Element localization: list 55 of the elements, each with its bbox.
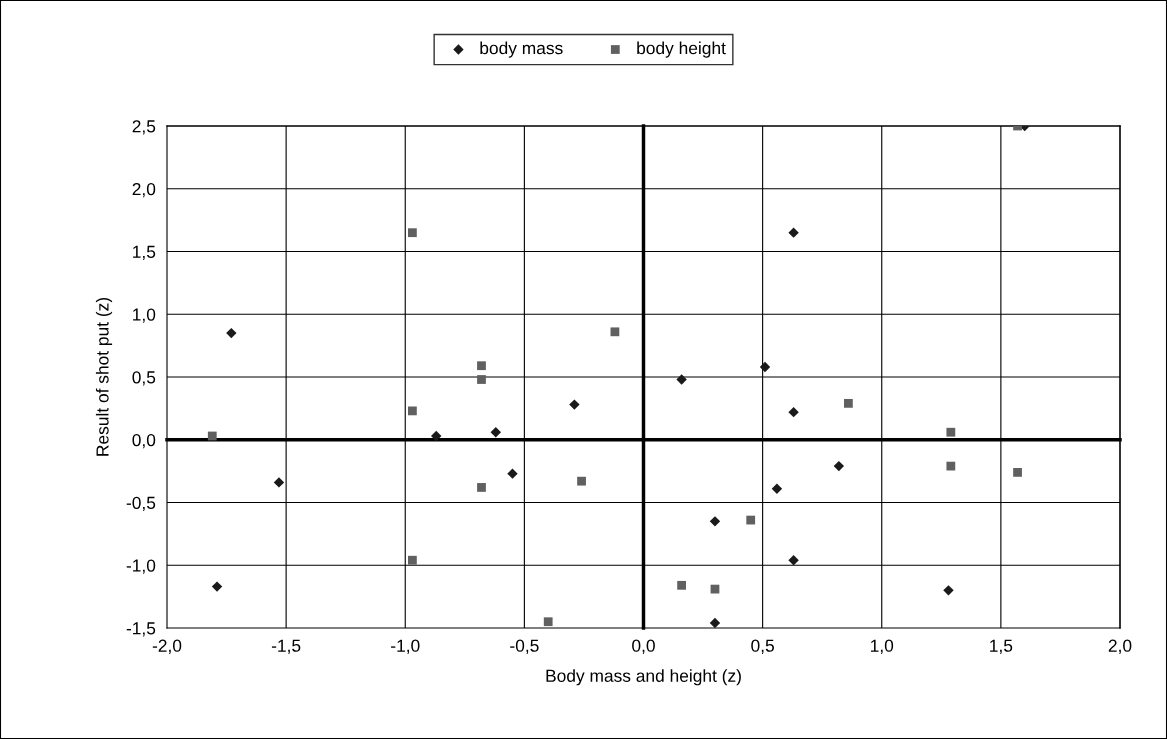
y-tick-label: 0,0 <box>132 433 156 449</box>
point <box>408 555 417 565</box>
point <box>788 406 799 418</box>
point <box>477 375 486 384</box>
point <box>408 228 417 238</box>
point <box>759 361 771 373</box>
y-tick-label: -1,5 <box>126 622 156 637</box>
y-tick-label: 2,5 <box>132 120 156 135</box>
point <box>788 227 799 238</box>
point <box>709 617 721 628</box>
y-tick-label: 2,0 <box>132 182 156 198</box>
point <box>833 460 845 472</box>
point <box>543 617 553 627</box>
x-tick-label: 1,5 <box>990 639 1013 654</box>
legend-label: body height <box>637 41 726 58</box>
y-tick-label: -1,0 <box>126 559 156 574</box>
point <box>211 581 223 592</box>
x-tick-label: 2,0 <box>1108 639 1132 654</box>
x-tick-label: 0,0 <box>632 639 655 654</box>
y-tick-label: -0,5 <box>126 496 156 512</box>
legend-label: body mass <box>480 41 563 58</box>
point <box>477 483 486 492</box>
y-tick-label: 0,5 <box>132 371 156 386</box>
x-tick-label: -2,0 <box>152 639 182 654</box>
point <box>676 374 687 385</box>
point <box>943 585 954 596</box>
point <box>788 555 799 566</box>
point <box>677 580 687 590</box>
point <box>431 430 442 442</box>
point <box>746 515 756 525</box>
point <box>844 398 853 408</box>
point <box>477 361 486 371</box>
point <box>771 483 783 494</box>
point <box>226 327 237 339</box>
point <box>408 406 417 416</box>
x-tick-label: -1,5 <box>271 639 301 654</box>
point <box>490 427 501 438</box>
x-tick-label: 1,0 <box>871 639 894 654</box>
y-axis-title: Result of shot put (z) <box>95 297 113 456</box>
x-tick-label: 0,5 <box>751 639 774 654</box>
x-tick-label: -1,0 <box>391 639 420 654</box>
y-tick-label: 1,5 <box>133 245 156 261</box>
y-tick-label: 1,0 <box>133 308 156 323</box>
point <box>946 461 956 471</box>
point <box>207 431 217 441</box>
x-tick-label: -0,5 <box>510 639 539 654</box>
point <box>709 516 721 527</box>
point <box>507 468 518 479</box>
point <box>1013 467 1022 477</box>
point <box>569 399 580 410</box>
point <box>610 327 620 337</box>
point <box>273 477 285 488</box>
point <box>946 427 956 437</box>
point <box>577 476 586 486</box>
x-axis-title: Body mass and height (z) <box>546 669 741 686</box>
